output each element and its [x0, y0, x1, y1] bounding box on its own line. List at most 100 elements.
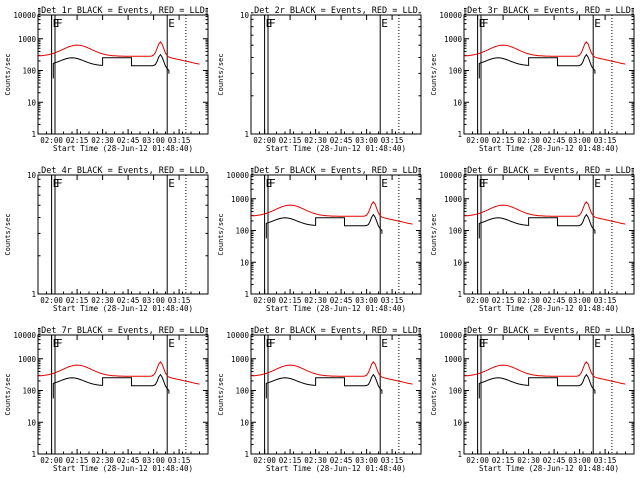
marker-label: E: [479, 17, 486, 30]
x-tick-label: 02:00: [466, 296, 489, 305]
y-tick-label: 10: [240, 11, 250, 20]
x-tick-label: 03:15: [594, 456, 617, 465]
marker-label: F: [482, 337, 489, 350]
x-tick-label: 03:00: [355, 296, 378, 305]
y-tick-label: 10000: [439, 171, 462, 180]
marker-label: E: [381, 337, 388, 350]
y-tick-label: 10000: [439, 11, 462, 20]
plot-frame: [463, 334, 635, 455]
x-tick-label: 02:30: [91, 136, 114, 145]
x-axis-label: Start Time (28-Jun-12 01:48:40): [479, 144, 619, 153]
chart-title: Det 2r BLACK = Events, RED = LLD: [254, 6, 418, 16]
y-axis-label: Counts/sec: [430, 213, 438, 255]
chart-title: Det 8r BLACK = Events, RED = LLD: [254, 326, 418, 336]
chart-panel-4: Det 4r BLACK = Events, RED = LLD 1 10 Count…: [4, 166, 209, 313]
y-tick-label: 100: [448, 227, 462, 236]
chart-title: Det 7r BLACK = Events, RED = LLD: [41, 326, 205, 336]
chart-title: Det 9r BLACK = Events, RED = LLD: [467, 326, 631, 336]
series-lld-line: [250, 361, 413, 385]
plot-frame: [250, 14, 422, 135]
chart-panel-3: Det 3r BLACK = Events, RED = LLD 1 10 100 10…: [430, 6, 635, 153]
marker-label: F: [482, 17, 489, 30]
y-axis-label: Counts/sec: [217, 213, 225, 255]
series-events-line: [478, 213, 596, 239]
series-events-line: [52, 53, 170, 79]
y-tick-label: 1000: [444, 35, 463, 44]
y-axis-label: Counts/sec: [430, 53, 438, 95]
marker-label: E: [594, 17, 601, 30]
y-tick-label: 1000: [231, 355, 250, 364]
y-tick-label: 1: [244, 290, 249, 299]
x-axis-label: Start Time (28-Jun-12 01:48:40): [53, 464, 193, 473]
marker-label: E: [53, 177, 60, 190]
y-tick-label: 10: [453, 418, 463, 427]
marker-label: E: [168, 17, 175, 30]
x-tick-label: 02:15: [492, 136, 515, 145]
series-lld-line: [463, 41, 626, 65]
y-tick-label: 10: [240, 258, 250, 267]
x-tick-label: 02:30: [91, 456, 114, 465]
x-tick-label: 03:00: [568, 296, 591, 305]
y-tick-label: 1000: [231, 195, 250, 204]
x-tick-label: 03:00: [355, 456, 378, 465]
series-lld-line: [463, 361, 626, 385]
y-tick-label: 100: [22, 387, 36, 396]
x-tick-label: 03:15: [381, 456, 404, 465]
x-tick-label: 02:30: [304, 136, 327, 145]
marker-label: E: [479, 337, 486, 350]
x-tick-label: 02:30: [304, 296, 327, 305]
y-tick-label: 1: [244, 450, 249, 459]
x-axis-label: Start Time (28-Jun-12 01:48:40): [53, 304, 193, 313]
marker-label: F: [56, 337, 63, 350]
y-tick-label: 10: [453, 258, 463, 267]
plot-frame: [37, 174, 209, 295]
x-tick-label: 02:15: [279, 136, 302, 145]
x-tick-label: 02:00: [253, 136, 276, 145]
y-axis-label: Counts/sec: [217, 53, 225, 95]
x-tick-label: 03:15: [168, 296, 191, 305]
marker-label: F: [56, 17, 63, 30]
x-tick-label: 02:00: [253, 456, 276, 465]
marker-label: E: [381, 17, 388, 30]
marker-label: E: [381, 177, 388, 190]
x-tick-label: 02:45: [330, 136, 353, 145]
y-tick-label: 100: [448, 67, 462, 76]
x-tick-label: 03:15: [381, 136, 404, 145]
x-tick-label: 02:00: [40, 456, 63, 465]
x-axis-label: Start Time (28-Jun-12 01:48:40): [266, 304, 406, 313]
x-tick-label: 02:30: [91, 296, 114, 305]
x-tick-label: 02:00: [253, 296, 276, 305]
series-events-line: [52, 373, 170, 399]
x-tick-label: 03:00: [568, 136, 591, 145]
chart-title: Det 3r BLACK = Events, RED = LLD: [467, 6, 631, 16]
x-tick-label: 02:45: [330, 296, 353, 305]
y-tick-label: 10000: [226, 171, 249, 180]
plot-frame: [37, 14, 209, 135]
marker-label: E: [594, 177, 601, 190]
marker-label: F: [482, 177, 489, 190]
series-events-line: [265, 213, 383, 239]
chart-title: Det 4r BLACK = Events, RED = LLD: [41, 166, 205, 176]
marker-label: E: [266, 337, 273, 350]
x-tick-label: 02:15: [492, 296, 515, 305]
y-tick-label: 1: [457, 450, 462, 459]
y-axis-label: Counts/sec: [430, 373, 438, 415]
y-tick-label: 1000: [444, 355, 463, 364]
y-tick-label: 10000: [226, 331, 249, 340]
y-tick-label: 1: [244, 130, 249, 139]
y-tick-label: 10000: [13, 11, 36, 20]
x-tick-label: 02:15: [66, 456, 89, 465]
x-axis-label: Start Time (28-Jun-12 01:48:40): [266, 464, 406, 473]
series-events-line: [265, 373, 383, 399]
x-tick-label: 02:45: [543, 296, 566, 305]
x-tick-label: 03:00: [142, 296, 165, 305]
x-tick-label: 03:15: [594, 136, 617, 145]
marker-label: E: [594, 337, 601, 350]
series-events-line: [478, 373, 596, 399]
plot-frame: [37, 334, 209, 455]
chart-title: Det 1r BLACK = Events, RED = LLD: [41, 6, 205, 16]
y-tick-label: 10: [27, 98, 37, 107]
y-tick-label: 1: [457, 290, 462, 299]
x-tick-label: 02:00: [466, 456, 489, 465]
